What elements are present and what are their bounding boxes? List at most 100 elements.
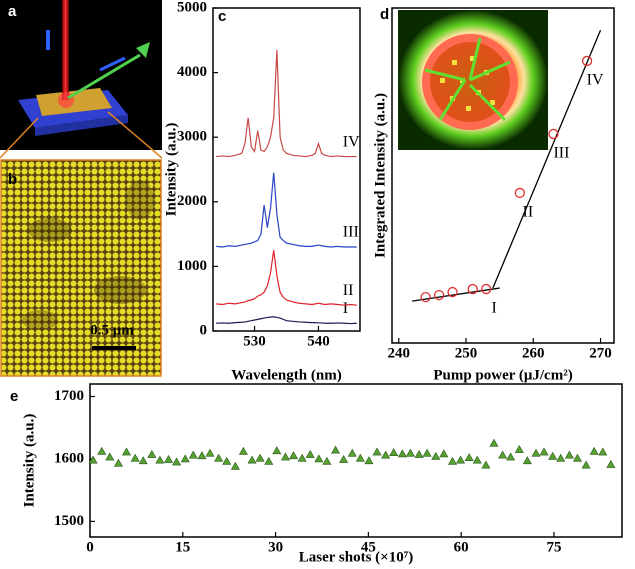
y-tick-label: 3000 <box>177 129 207 145</box>
data-point <box>364 456 374 465</box>
data-point <box>431 451 441 460</box>
data-point <box>97 446 107 455</box>
data-point <box>105 452 115 461</box>
data-point <box>405 448 415 457</box>
data-point <box>589 446 599 455</box>
data-point <box>447 286 458 298</box>
data-point <box>464 453 474 461</box>
panel-d-inset <box>398 10 548 150</box>
y-tick-label: 1700 <box>54 388 84 404</box>
point-label: II <box>522 204 533 221</box>
data-point <box>564 450 574 459</box>
data-point <box>180 454 190 463</box>
data-point <box>514 444 524 453</box>
y-axis-title: Integrated Intensity (a.u.) <box>372 93 388 258</box>
data-point <box>255 453 265 462</box>
panel-label: d <box>380 6 389 23</box>
data-point <box>305 449 315 458</box>
data-point <box>113 458 123 467</box>
data-point <box>556 453 566 462</box>
data-point <box>138 456 148 465</box>
x-tick-label: 0 <box>86 539 94 555</box>
data-point <box>331 445 341 454</box>
data-point <box>420 291 431 303</box>
data-point <box>433 289 445 301</box>
spectrum-line <box>216 250 357 306</box>
point-label: I <box>492 300 497 317</box>
data-point <box>548 451 558 460</box>
plot-frame <box>212 7 361 332</box>
data-point <box>467 283 478 295</box>
x-tick-label: 45 <box>361 539 376 555</box>
data-point <box>522 456 532 465</box>
y-axis-title: Intensity (a.u.) <box>163 123 179 217</box>
point-label: III <box>553 145 569 162</box>
plot-frame <box>89 383 623 538</box>
data-point <box>172 457 182 466</box>
x-tick-label: 15 <box>175 539 190 555</box>
data-point <box>381 450 391 459</box>
data-point <box>456 455 466 464</box>
series-label: III <box>343 224 359 241</box>
data-point <box>147 449 157 458</box>
data-point <box>88 455 98 464</box>
y-axis-title: Intensity (a.u.) <box>21 414 37 508</box>
data-point <box>489 438 499 447</box>
data-point <box>514 187 525 199</box>
series-label: I <box>343 300 348 317</box>
data-point <box>322 456 332 465</box>
x-tick-label: 270 <box>589 345 612 361</box>
panel-label: c <box>218 8 226 25</box>
data-point <box>247 455 257 464</box>
data-point <box>414 449 424 458</box>
data-point <box>372 447 382 456</box>
fit-line <box>492 29 602 289</box>
data-point <box>230 461 240 470</box>
data-point <box>264 456 274 465</box>
x-axis-title: Pump power (μJ/cm²) <box>433 367 572 383</box>
x-tick-label: 60 <box>454 539 469 555</box>
panel-label: e <box>10 388 18 405</box>
plot-frame <box>391 7 615 344</box>
panel-label: b <box>8 171 17 188</box>
data-point <box>238 446 248 455</box>
data-point <box>581 460 591 469</box>
y-tick-label: 2000 <box>177 193 207 209</box>
y-tick-label: 0 <box>200 322 208 338</box>
data-point <box>481 460 491 469</box>
data-point <box>130 453 140 462</box>
x-tick-label: 75 <box>546 539 561 555</box>
data-point <box>164 454 174 463</box>
data-point <box>422 448 432 457</box>
data-point <box>297 453 307 462</box>
data-point <box>339 454 349 463</box>
panel-a-image <box>0 0 163 159</box>
data-point <box>581 55 593 67</box>
x-axis-title: Wavelength (nm) <box>231 367 341 383</box>
series-label: II <box>343 282 354 299</box>
panel-b-image <box>0 159 162 377</box>
y-tick-label: 4000 <box>177 64 207 80</box>
data-point <box>598 447 608 456</box>
data-point <box>272 446 282 455</box>
spectrum-line <box>216 49 357 158</box>
x-tick-label: 530 <box>243 333 266 349</box>
data-point <box>197 451 207 460</box>
data-point <box>506 452 516 461</box>
data-point <box>155 455 165 464</box>
data-point <box>214 453 224 462</box>
y-tick-label: 1500 <box>54 513 84 529</box>
data-point <box>439 449 449 458</box>
data-point <box>531 448 541 457</box>
x-tick-label: 260 <box>522 345 545 361</box>
data-point <box>548 128 559 140</box>
data-point <box>314 454 324 463</box>
data-point <box>289 451 299 460</box>
series-label: IV <box>343 133 360 150</box>
x-axis-title: Laser shots (×10⁷) <box>299 549 413 565</box>
y-tick-label: 1600 <box>54 450 84 466</box>
data-point <box>389 448 399 456</box>
data-point <box>188 450 198 459</box>
data-point <box>606 459 616 468</box>
